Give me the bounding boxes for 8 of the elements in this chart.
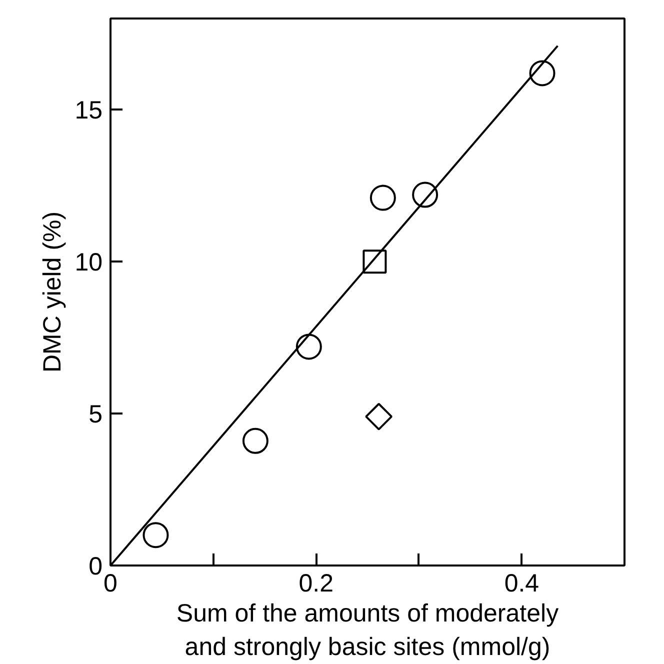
x-axis-title: Sum of the amounts of moderately and strongly basic sites (mmol/g) [176, 600, 560, 662]
y-axis-title: DMC yield (%) [38, 211, 67, 373]
y-tick-label: 0 [88, 552, 102, 580]
x-tick-label: 0.4 [504, 570, 540, 598]
x-tick-label: 0.2 [298, 570, 334, 598]
y-tick-label: 10 [74, 248, 103, 277]
y-tick-label: 15 [74, 96, 103, 125]
y-tick-label: 5 [88, 400, 102, 429]
